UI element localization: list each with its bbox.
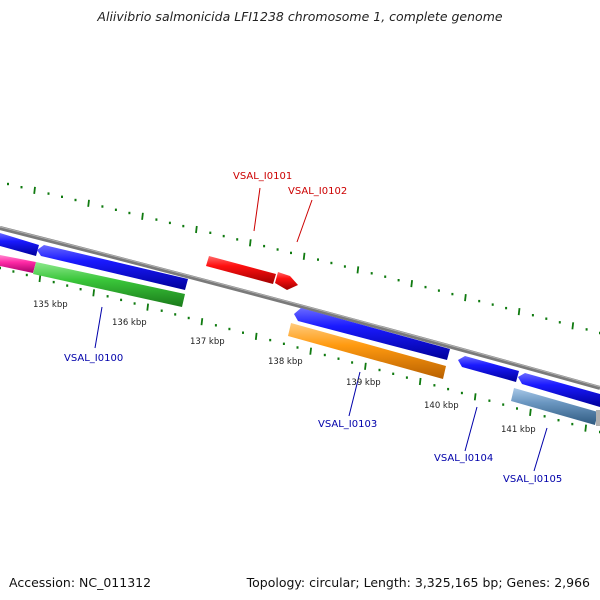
- major-tick: [584, 424, 587, 432]
- forward-tick-ring: [7, 182, 600, 335]
- major-tick: [146, 303, 149, 311]
- major-tick: [517, 307, 521, 316]
- major-tick: [254, 332, 258, 341]
- gene-block-steelblue[interactable]: [511, 388, 598, 425]
- major-tick: [418, 377, 422, 386]
- gene-label-forward[interactable]: VSAL_I0102: [288, 186, 347, 197]
- topology-text: Topology: circular; Length: 3,325,165 bp…: [246, 575, 590, 590]
- major-tick: [473, 393, 477, 401]
- major-tick: [529, 408, 532, 417]
- genome-backbone: [0, 226, 600, 390]
- scale-label: 138 kbp: [268, 357, 303, 367]
- gene-arrow-blue[interactable]: [458, 356, 519, 382]
- scale-label: 136 kbp: [112, 318, 147, 328]
- major-tick: [195, 225, 198, 234]
- gene-arrow-blue[interactable]: [294, 308, 450, 360]
- major-tick: [249, 239, 252, 247]
- gene-block-grey-stub[interactable]: [596, 410, 600, 426]
- major-tick: [33, 186, 36, 195]
- callout-line: [348, 371, 361, 417]
- gene-arrow-blue[interactable]: [37, 245, 188, 290]
- gene-label-reverse[interactable]: VSAL_I0104: [434, 453, 493, 464]
- scale-label: 139 kbp: [346, 378, 381, 388]
- gene-label-reverse[interactable]: VSAL_I0105: [503, 474, 562, 485]
- major-tick: [302, 252, 306, 260]
- major-tick: [571, 322, 575, 330]
- major-tick: [464, 293, 467, 302]
- gene-label-forward[interactable]: VSAL_I0101: [233, 171, 292, 182]
- major-tick: [92, 289, 95, 297]
- accession-text: Accession: NC_011312: [9, 575, 152, 590]
- gene-arrow-blue[interactable]: [518, 373, 600, 407]
- scale-label: 140 kbp: [424, 401, 459, 411]
- gene-block-green[interactable]: [33, 262, 185, 307]
- major-tick: [364, 362, 367, 370]
- gene-label-reverse[interactable]: VSAL_I0103: [318, 419, 377, 430]
- genome-backbone-highlight: [0, 226, 600, 388]
- callout-line: [253, 187, 261, 232]
- major-tick: [200, 318, 204, 326]
- gene-arrow-blue[interactable]: [0, 233, 39, 256]
- callout-line: [464, 406, 478, 452]
- gene-label-reverse[interactable]: VSAL_I0100: [64, 353, 123, 364]
- major-tick: [356, 266, 360, 274]
- major-tick: [141, 212, 144, 220]
- major-tick: [309, 347, 312, 355]
- map-title: Aliivibrio salmonicida LFI1238 chromosom…: [97, 9, 503, 24]
- gene-arrow-forward-red[interactable]: [275, 272, 298, 290]
- callout-line: [94, 306, 103, 349]
- reverse-tick-ring: [0, 266, 600, 434]
- callout-line: [296, 199, 313, 243]
- scale-label: 135 kbp: [33, 300, 68, 310]
- gene-block-pink[interactable]: [0, 255, 36, 273]
- scale-label: 137 kbp: [190, 337, 225, 347]
- callout-line: [533, 427, 548, 472]
- gene-arrow-forward-red[interactable]: [206, 256, 276, 284]
- major-tick: [38, 274, 42, 283]
- scale-label: 141 kbp: [501, 425, 536, 435]
- major-tick: [410, 279, 413, 288]
- major-tick: [87, 199, 90, 207]
- gene-block-orange[interactable]: [288, 323, 446, 379]
